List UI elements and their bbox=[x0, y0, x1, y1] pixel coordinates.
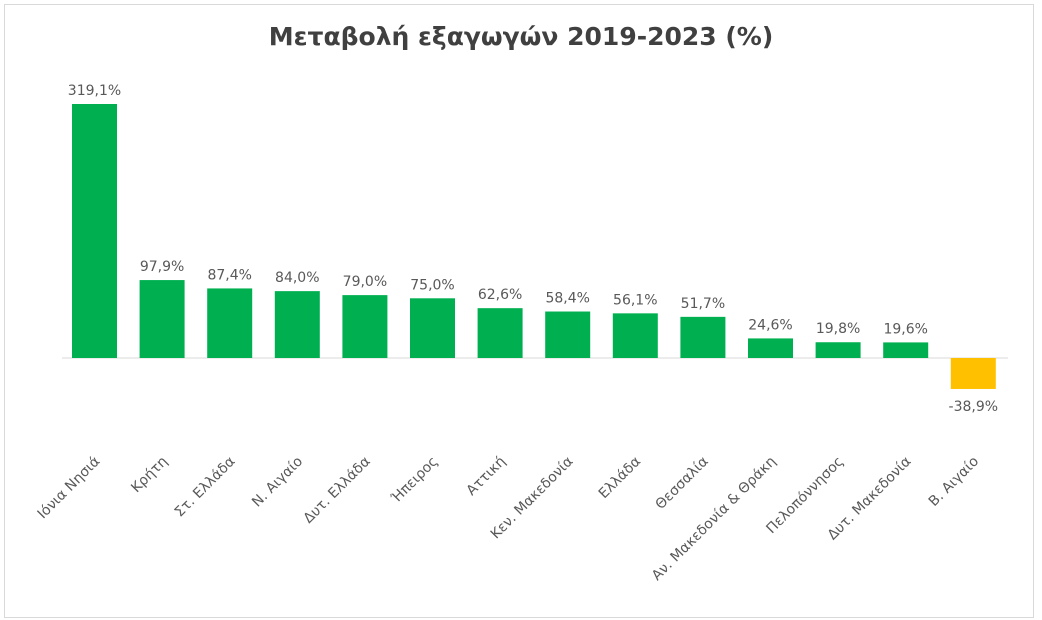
category-tick-label: Αν. Μακεδονία & Θράκη bbox=[649, 454, 779, 584]
data-label: 319,1% bbox=[68, 83, 121, 99]
bar bbox=[545, 311, 591, 358]
data-label: 56,1% bbox=[613, 292, 657, 308]
bar bbox=[815, 342, 861, 358]
data-label: 97,9% bbox=[140, 259, 184, 275]
chart-title: Μεταβολή εξαγωγών 2019-2023 (%) bbox=[268, 22, 774, 51]
data-label: 75,0% bbox=[410, 277, 454, 293]
data-label: 79,0% bbox=[343, 274, 387, 290]
data-label: 87,4% bbox=[207, 267, 251, 283]
data-label: 19,8% bbox=[816, 321, 860, 337]
category-tick-label: Στ. Ελλάδα bbox=[172, 454, 239, 521]
bar bbox=[612, 313, 658, 358]
category-tick-label: Δυτ. Ελλάδα bbox=[301, 454, 374, 527]
bar bbox=[72, 104, 117, 358]
bar bbox=[410, 298, 455, 358]
category-tick-label: Αττική bbox=[463, 454, 508, 499]
bar bbox=[274, 291, 320, 358]
bar bbox=[139, 280, 185, 358]
data-label: 24,6% bbox=[748, 317, 792, 333]
category-tick-label: Ιόνια Νησιά bbox=[35, 454, 104, 523]
data-label: 19,6% bbox=[883, 321, 927, 337]
category-tick-label: Ν. Αιγαίο bbox=[249, 454, 306, 511]
bar bbox=[950, 358, 996, 389]
data-label: -38,9% bbox=[949, 399, 999, 415]
category-tick-label: Β. Αιγαίο bbox=[926, 454, 982, 510]
category-tick-label: Κρήτη bbox=[128, 454, 171, 497]
bar bbox=[207, 288, 253, 358]
bar bbox=[748, 338, 793, 358]
data-label: 84,0% bbox=[275, 270, 319, 286]
data-label: 62,6% bbox=[478, 287, 522, 303]
category-tick-label: Ελλάδα bbox=[596, 454, 644, 502]
category-tick-label: Θεσσαλία bbox=[652, 454, 711, 513]
data-label: 51,7% bbox=[681, 296, 725, 312]
category-tick-label: Ήπειρος bbox=[388, 454, 441, 507]
bar bbox=[883, 342, 929, 358]
bar bbox=[477, 308, 523, 358]
data-label: 58,4% bbox=[545, 291, 589, 307]
bar bbox=[680, 316, 726, 358]
bar bbox=[342, 295, 388, 358]
